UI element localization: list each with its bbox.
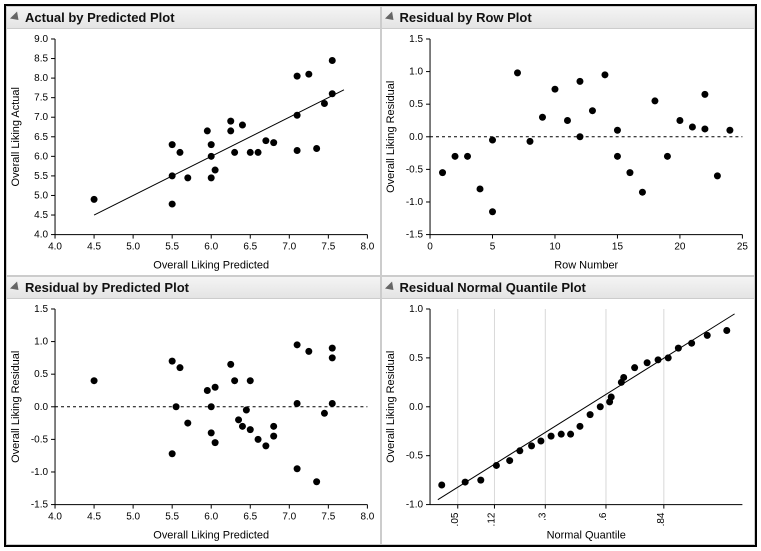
svg-text:8.0: 8.0	[34, 73, 48, 84]
svg-text:25: 25	[736, 242, 748, 253]
svg-text:6.0: 6.0	[204, 242, 218, 253]
svg-text:7.0: 7.0	[34, 112, 48, 123]
svg-text:Overall Liking Actual: Overall Liking Actual	[10, 87, 22, 186]
svg-text:4.0: 4.0	[34, 230, 48, 241]
svg-text:7.5: 7.5	[34, 93, 48, 104]
svg-text:0.0: 0.0	[409, 132, 423, 143]
svg-text:5.0: 5.0	[126, 242, 140, 253]
disclosure-icon	[384, 281, 396, 293]
panel-title: Actual by Predicted Plot	[25, 10, 175, 25]
plot-area: -1.5 -1.0 -0.5 0.0 0.5 1.0 1.5 0 5 10 15 20 25 Row Nu…	[382, 29, 755, 275]
svg-text:6.5: 6.5	[243, 511, 257, 522]
svg-text:4.5: 4.5	[87, 511, 101, 522]
panel-title: Residual by Row Plot	[400, 10, 532, 25]
panel-header[interactable]: Residual by Row Plot	[382, 7, 755, 29]
svg-text:6.5: 6.5	[243, 242, 257, 253]
svg-text:15: 15	[611, 242, 623, 253]
svg-text:Overall Liking Predicted: Overall Liking Predicted	[153, 260, 269, 272]
svg-text:5.0: 5.0	[126, 511, 140, 522]
svg-text:-1.0: -1.0	[405, 499, 423, 510]
plot-svg: 4.0 4.5 5.0 5.5 6.0 6.5 7.0 7.5 8.0 8.5 9.0 4.0 4.5 5…	[7, 29, 380, 275]
svg-text:-0.5: -0.5	[405, 164, 423, 175]
panel-header[interactable]: Residual Normal Quantile Plot	[382, 277, 755, 299]
panel-residual-by-predicted: Residual by Predicted Plot -1.5 -1.0 -0.5 0…	[6, 276, 381, 546]
svg-text:8.0: 8.0	[360, 242, 374, 253]
svg-text:0.5: 0.5	[409, 352, 423, 363]
svg-text:9.0: 9.0	[34, 34, 48, 45]
svg-text:.12: .12	[486, 512, 497, 526]
svg-text:6.0: 6.0	[204, 511, 218, 522]
svg-text:8.0: 8.0	[360, 511, 374, 522]
svg-text:7.0: 7.0	[282, 511, 296, 522]
panel-title: Residual by Predicted Plot	[25, 280, 189, 295]
svg-text:1.0: 1.0	[34, 336, 48, 347]
svg-text:20: 20	[674, 242, 686, 253]
svg-text:-1.5: -1.5	[405, 230, 423, 241]
plot-area: -1.5 -1.0 -0.5 0.0 0.5 1.0 1.5 4.0 4.5 5.0 5.5 6.0 6…	[7, 299, 380, 545]
svg-text:0.5: 0.5	[409, 99, 423, 110]
disclosure-icon	[384, 11, 396, 23]
svg-text:-1.5: -1.5	[31, 499, 49, 510]
svg-text:Normal Quantile: Normal Quantile	[546, 529, 625, 541]
disclosure-icon	[10, 11, 22, 23]
svg-text:Row Number: Row Number	[554, 260, 618, 272]
panel-header[interactable]: Actual by Predicted Plot	[7, 7, 380, 29]
svg-text:6.5: 6.5	[34, 132, 48, 143]
panel-actual-by-predicted: Actual by Predicted Plot 4.0 4.5 5.0 5.5 6.0…	[6, 6, 381, 276]
svg-text:5.5: 5.5	[34, 171, 48, 182]
svg-text:1.5: 1.5	[34, 303, 48, 314]
svg-text:4.5: 4.5	[34, 210, 48, 221]
svg-text:5.5: 5.5	[165, 242, 179, 253]
svg-text:4.5: 4.5	[87, 242, 101, 253]
svg-text:-1.0: -1.0	[31, 466, 49, 477]
svg-text:1.5: 1.5	[409, 34, 423, 45]
svg-text:5.5: 5.5	[165, 511, 179, 522]
svg-text:.84: .84	[655, 512, 666, 526]
svg-text:.05: .05	[449, 512, 460, 526]
panel-residual-normal-quantile: Residual Normal Quantile Plot -1.0 -0.5 0.…	[381, 276, 756, 546]
svg-text:4.0: 4.0	[48, 242, 62, 253]
svg-text:5.0: 5.0	[34, 190, 48, 201]
panel-title: Residual Normal Quantile Plot	[400, 280, 586, 295]
svg-text:10: 10	[549, 242, 561, 253]
plots-grid: Actual by Predicted Plot 4.0 4.5 5.0 5.5 6.0…	[4, 4, 757, 547]
svg-text:7.5: 7.5	[321, 242, 335, 253]
svg-text:8.5: 8.5	[34, 54, 48, 65]
svg-text:1.0: 1.0	[409, 67, 423, 78]
svg-text:7.5: 7.5	[321, 511, 335, 522]
plot-area: 4.0 4.5 5.0 5.5 6.0 6.5 7.0 7.5 8.0 8.5 9.0 4.0 4.5 5…	[7, 29, 380, 275]
svg-text:0: 0	[427, 242, 433, 253]
svg-text:-0.5: -0.5	[405, 450, 423, 461]
panel-header[interactable]: Residual by Predicted Plot	[7, 277, 380, 299]
svg-text:Overall Liking Predicted: Overall Liking Predicted	[153, 529, 269, 541]
svg-text:5: 5	[489, 242, 495, 253]
plot-area: -1.0 -0.5 0.0 0.5 1.0 .05 .12 .3 .6 .84 Normal Qua…	[382, 299, 755, 545]
svg-text:7.0: 7.0	[282, 242, 296, 253]
svg-text:0.5: 0.5	[34, 369, 48, 380]
svg-text:Overall Liking Residual: Overall Liking Residual	[385, 350, 397, 462]
svg-text:6.0: 6.0	[34, 151, 48, 162]
plot-svg: -1.0 -0.5 0.0 0.5 1.0 .05 .12 .3 .6 .84 Normal Qua…	[382, 299, 755, 545]
svg-text:Overall Liking Residual: Overall Liking Residual	[385, 81, 397, 193]
plot-svg: -1.5 -1.0 -0.5 0.0 0.5 1.0 1.5 0 5 10 15 20 25 Row Nu…	[382, 29, 755, 275]
svg-text:-1.0: -1.0	[405, 197, 423, 208]
panel-residual-by-row: Residual by Row Plot -1.5 -1.0 -0.5 0.0 0.5 1…	[381, 6, 756, 276]
svg-text:.6: .6	[597, 512, 608, 521]
svg-text:0.0: 0.0	[34, 401, 48, 412]
svg-text:1.0: 1.0	[409, 303, 423, 314]
plot-svg: -1.5 -1.0 -0.5 0.0 0.5 1.0 1.5 4.0 4.5 5.0 5.5 6.0 6…	[7, 299, 380, 545]
svg-text:.3: .3	[537, 512, 548, 521]
svg-text:4.0: 4.0	[48, 511, 62, 522]
disclosure-icon	[10, 281, 22, 293]
svg-text:0.0: 0.0	[409, 401, 423, 412]
svg-text:-0.5: -0.5	[31, 434, 49, 445]
svg-text:Overall Liking Residual: Overall Liking Residual	[10, 350, 22, 462]
